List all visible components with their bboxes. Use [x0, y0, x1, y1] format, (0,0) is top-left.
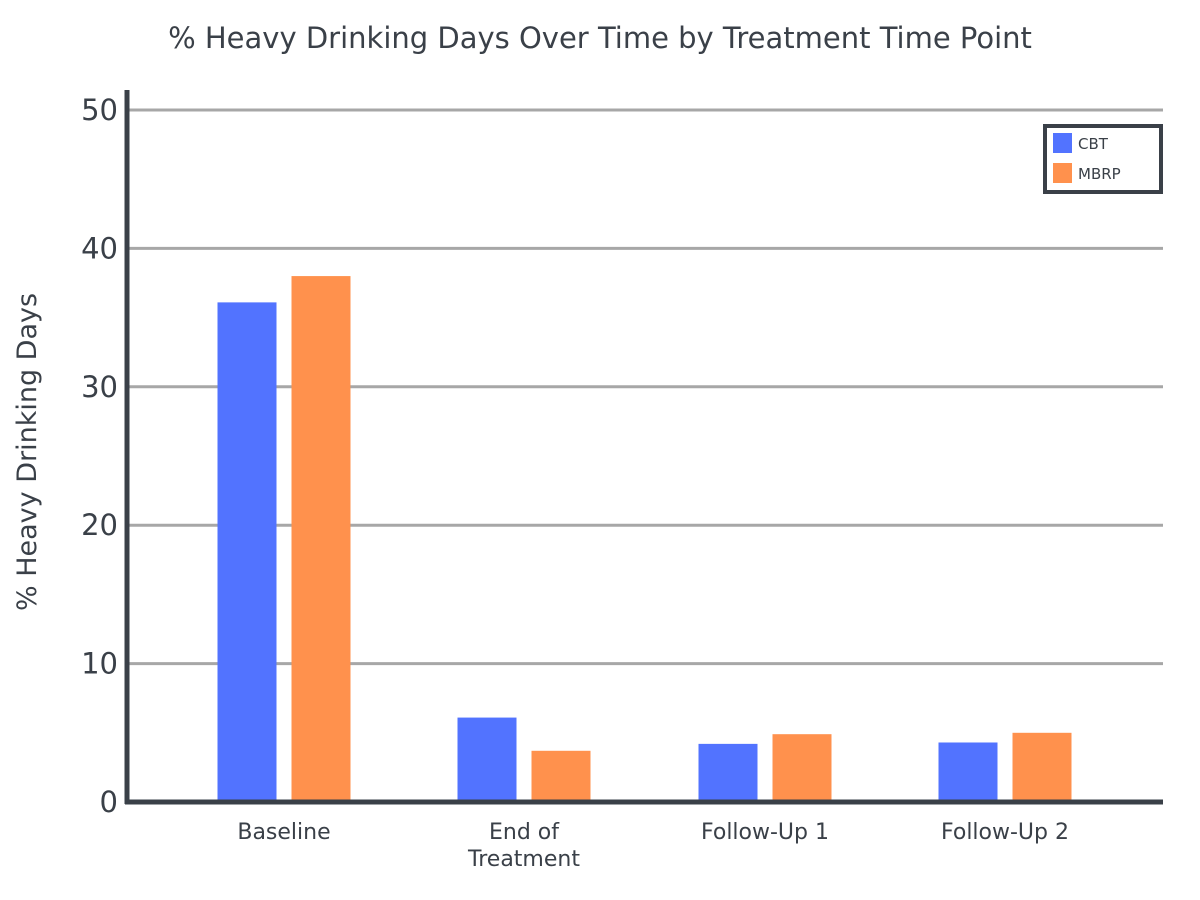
- bar-mbrp-end-of-treatment: [531, 750, 591, 802]
- x-tick-label-end-of-treatment: End of Treatment: [467, 820, 580, 872]
- y-tick-labels: 0 10 20 30 40 50: [81, 93, 118, 819]
- x-tick-labels: Baseline End of Treatment Follow-Up 1 Follow…: [237, 820, 1069, 872]
- x-tick-label-follow-up-2: Follow-Up 2: [941, 820, 1069, 845]
- y-tick-label-50: 50: [81, 93, 118, 127]
- axes: [124, 90, 1163, 805]
- legend-swatch-mbrp: [1053, 163, 1072, 183]
- bar-mbrp-baseline: [291, 276, 351, 803]
- bar-mbrp-follow-up-2: [1012, 732, 1072, 802]
- bars: [217, 276, 1072, 803]
- bar-cbt-follow-up-2: [938, 742, 998, 802]
- x-tick-label-baseline: Baseline: [237, 820, 330, 845]
- chart-title: % Heavy Drinking Days Over Time by Treat…: [168, 21, 1032, 55]
- gridlines: [127, 108, 1163, 666]
- y-tick-label-30: 30: [81, 370, 118, 404]
- y-axis-label: % Heavy Drinking Days: [12, 293, 43, 611]
- legend-swatch-cbt: [1053, 133, 1072, 153]
- bar-mbrp-follow-up-1: [772, 734, 832, 802]
- bar-cbt-baseline: [217, 302, 277, 802]
- legend-label-cbt: CBT: [1078, 135, 1109, 153]
- y-tick-label-20: 20: [81, 508, 118, 542]
- y-tick-label-10: 10: [81, 647, 118, 681]
- legend-label-mbrp: MBRP: [1078, 165, 1121, 183]
- legend: CBT MBRP: [1043, 124, 1163, 194]
- bar-cbt-follow-up-1: [698, 743, 758, 802]
- x-tick-label-follow-up-1: Follow-Up 1: [701, 820, 829, 845]
- y-tick-label-0: 0: [100, 785, 118, 819]
- y-tick-label-40: 40: [81, 231, 118, 265]
- bar-cbt-end-of-treatment: [457, 717, 517, 802]
